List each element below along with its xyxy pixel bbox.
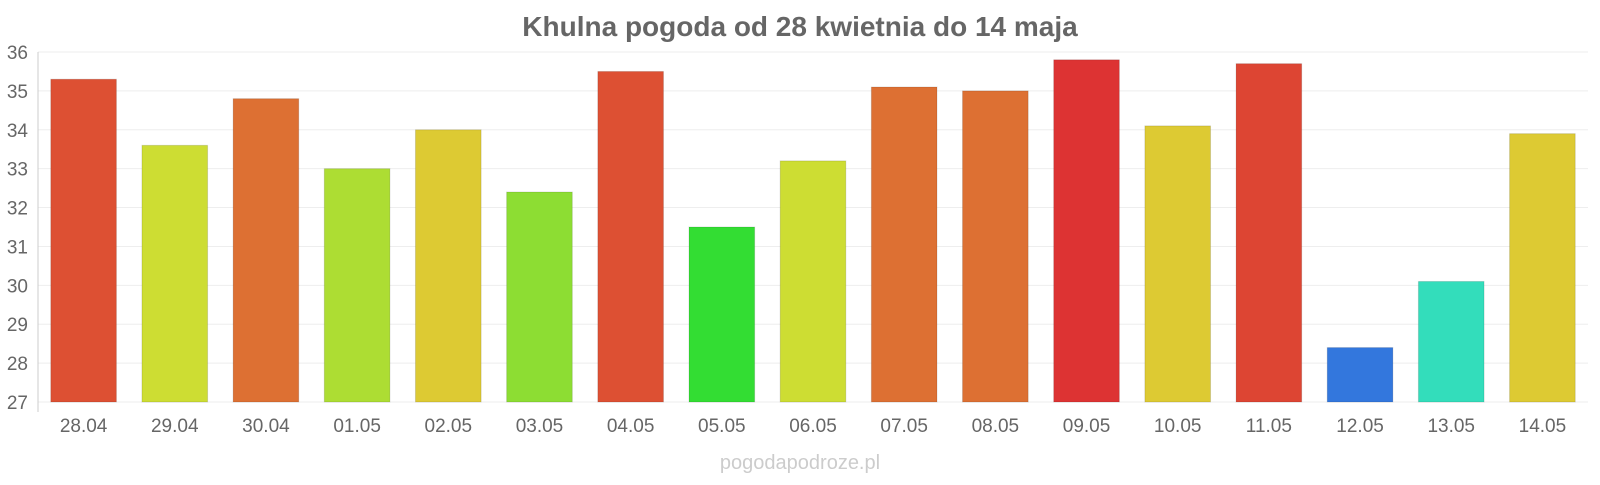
y-tick-label: 35	[7, 82, 28, 103]
x-tick-label: 05.05	[698, 416, 746, 437]
x-tick-label: 09.05	[1063, 416, 1111, 437]
y-tick-label: 30	[7, 276, 28, 297]
bar-05.05	[688, 226, 756, 403]
y-tick-label: 36	[7, 43, 28, 64]
x-tick-label: 14.05	[1519, 416, 1567, 437]
y-tick-label: 29	[7, 315, 28, 336]
x-tick-label: 28.04	[60, 416, 108, 437]
bar-11.05	[1235, 63, 1303, 403]
bar-10.05	[1144, 125, 1212, 403]
bar-03.05	[506, 191, 573, 403]
x-tick-label: 06.05	[789, 416, 837, 437]
x-tick-label: 02.05	[425, 416, 473, 437]
x-tick-label: 10.05	[1154, 416, 1202, 437]
bar-04.05	[597, 70, 664, 403]
bar-29.04	[141, 144, 209, 403]
x-tick-label: 03.05	[516, 416, 564, 437]
y-tick-label: 32	[7, 199, 28, 220]
bar-12.05	[1326, 347, 1394, 403]
x-tick-label: 12.05	[1336, 416, 1384, 437]
bar-30.04	[232, 98, 300, 403]
x-tick-label: 08.05	[972, 416, 1020, 437]
bar-09.05	[1053, 59, 1120, 403]
y-tick-label: 31	[7, 237, 28, 258]
y-tick-label: 28	[7, 354, 28, 375]
bars	[50, 59, 1576, 403]
x-tick-label: 13.05	[1427, 416, 1475, 437]
x-tick-label: 29.04	[151, 416, 199, 437]
y-tick-label: 34	[7, 121, 29, 142]
bar-14.05	[1509, 133, 1576, 403]
y-tick-label: 33	[7, 160, 28, 181]
y-tick-label: 27	[7, 393, 28, 414]
bar-08.05	[962, 90, 1029, 403]
x-tick-label: 07.05	[880, 416, 928, 437]
bar-01.05	[323, 168, 391, 403]
x-tick-label: 04.05	[607, 416, 655, 437]
bar-13.05	[1417, 280, 1485, 403]
watermark: pogodapodroze.pl	[720, 452, 880, 474]
bar-07.05	[870, 86, 938, 403]
x-tick-label: 01.05	[333, 416, 381, 437]
bar-02.05	[414, 129, 482, 403]
bar-28.04	[50, 78, 117, 403]
bar-06.05	[779, 160, 847, 403]
chart-title: Khulna pogoda od 28 kwietnia do 14 maja	[522, 11, 1078, 42]
x-tick-label: 11.05	[1246, 416, 1292, 437]
axes: 27 28 29 30 31 32 33 34 35 36 28.04 29.04 30.04 01.05…	[7, 43, 1566, 437]
x-tick-label: 30.04	[242, 416, 290, 437]
